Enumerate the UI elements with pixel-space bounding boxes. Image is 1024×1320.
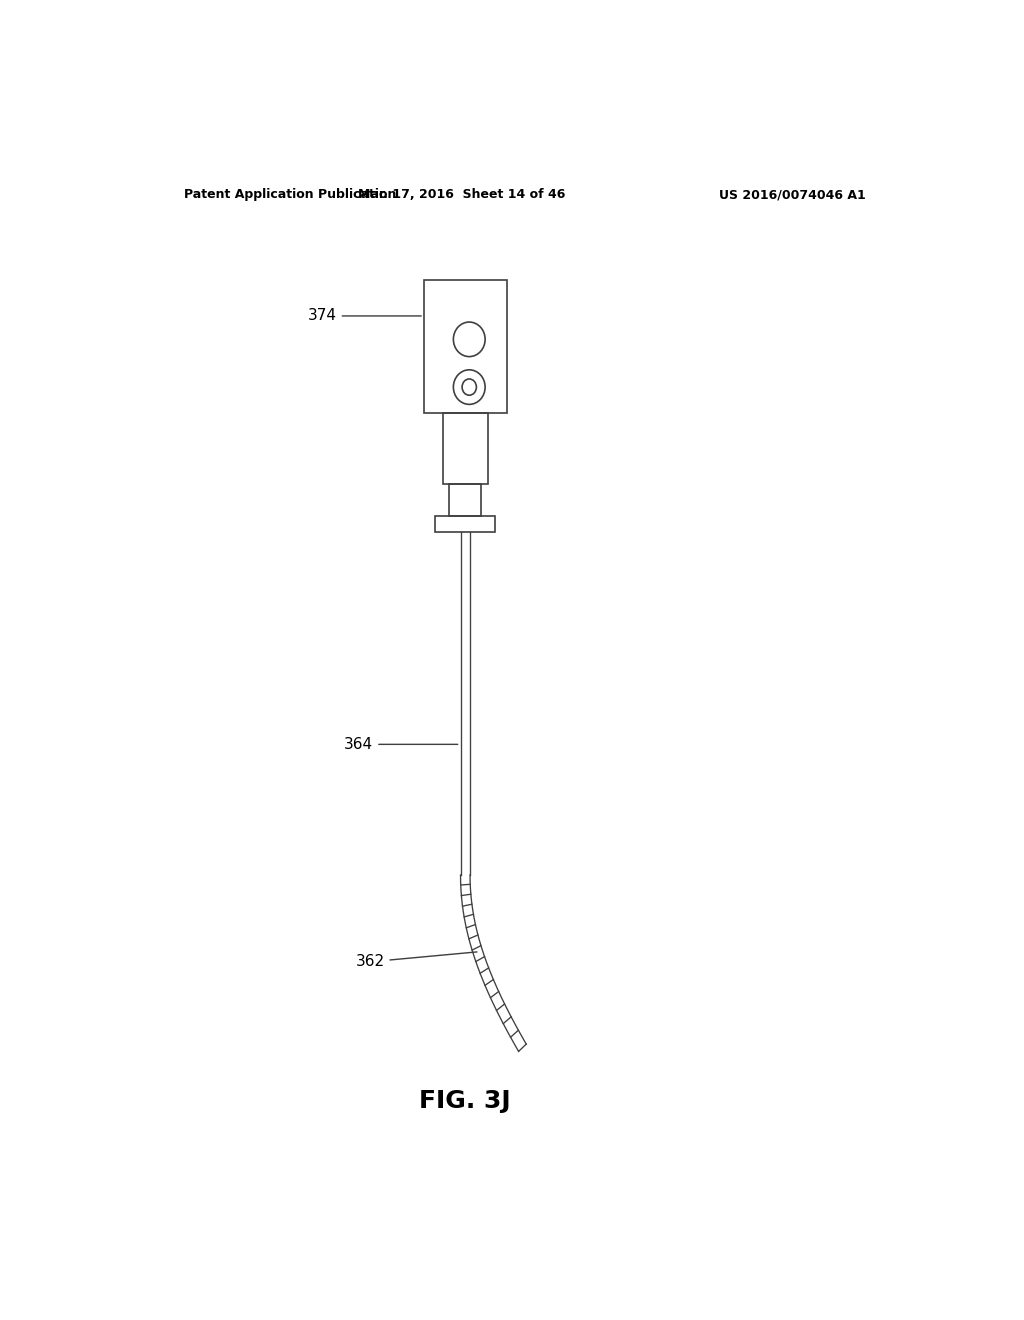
- Text: US 2016/0074046 A1: US 2016/0074046 A1: [719, 189, 866, 202]
- Text: 362: 362: [355, 952, 477, 969]
- Text: FIG. 3J: FIG. 3J: [420, 1089, 511, 1113]
- Text: Mar. 17, 2016  Sheet 14 of 46: Mar. 17, 2016 Sheet 14 of 46: [357, 189, 565, 202]
- Text: 364: 364: [344, 737, 458, 752]
- Text: Patent Application Publication: Patent Application Publication: [183, 189, 396, 202]
- Text: 374: 374: [308, 309, 421, 323]
